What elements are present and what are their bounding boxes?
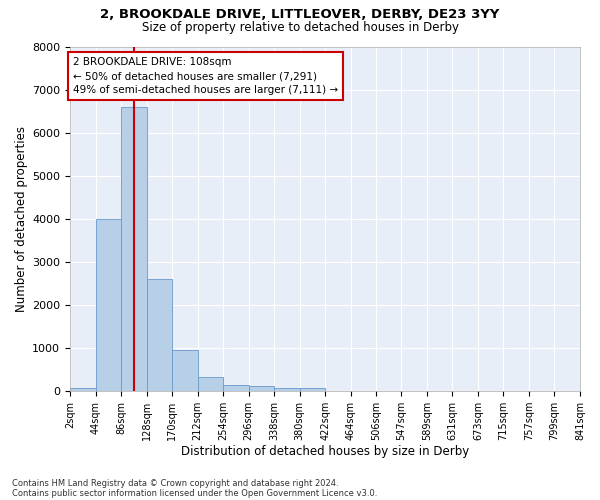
Bar (121, 107, 146, 391)
Bar (300, 388, 325, 391)
Bar (223, 385, 249, 391)
Text: 2 BROOKDALE DRIVE: 108sqm
← 50% of detached houses are smaller (7,291)
49% of se: 2 BROOKDALE DRIVE: 108sqm ← 50% of detac… (73, 58, 338, 96)
X-axis label: Distribution of detached houses by size in Derby: Distribution of detached houses by size … (181, 444, 469, 458)
Bar (95, 219, 121, 391)
Bar (146, 279, 172, 391)
Text: Size of property relative to detached houses in Derby: Size of property relative to detached ho… (142, 21, 458, 34)
Y-axis label: Number of detached properties: Number of detached properties (15, 126, 28, 312)
Bar (197, 377, 223, 391)
Bar (172, 350, 197, 391)
Bar (70, 388, 95, 391)
Bar (274, 388, 300, 391)
Bar (249, 386, 274, 391)
Text: 2, BROOKDALE DRIVE, LITTLEOVER, DERBY, DE23 3YY: 2, BROOKDALE DRIVE, LITTLEOVER, DERBY, D… (100, 8, 500, 20)
Text: Contains HM Land Registry data © Crown copyright and database right 2024.: Contains HM Land Registry data © Crown c… (12, 478, 338, 488)
Text: Contains public sector information licensed under the Open Government Licence v3: Contains public sector information licen… (12, 488, 377, 498)
